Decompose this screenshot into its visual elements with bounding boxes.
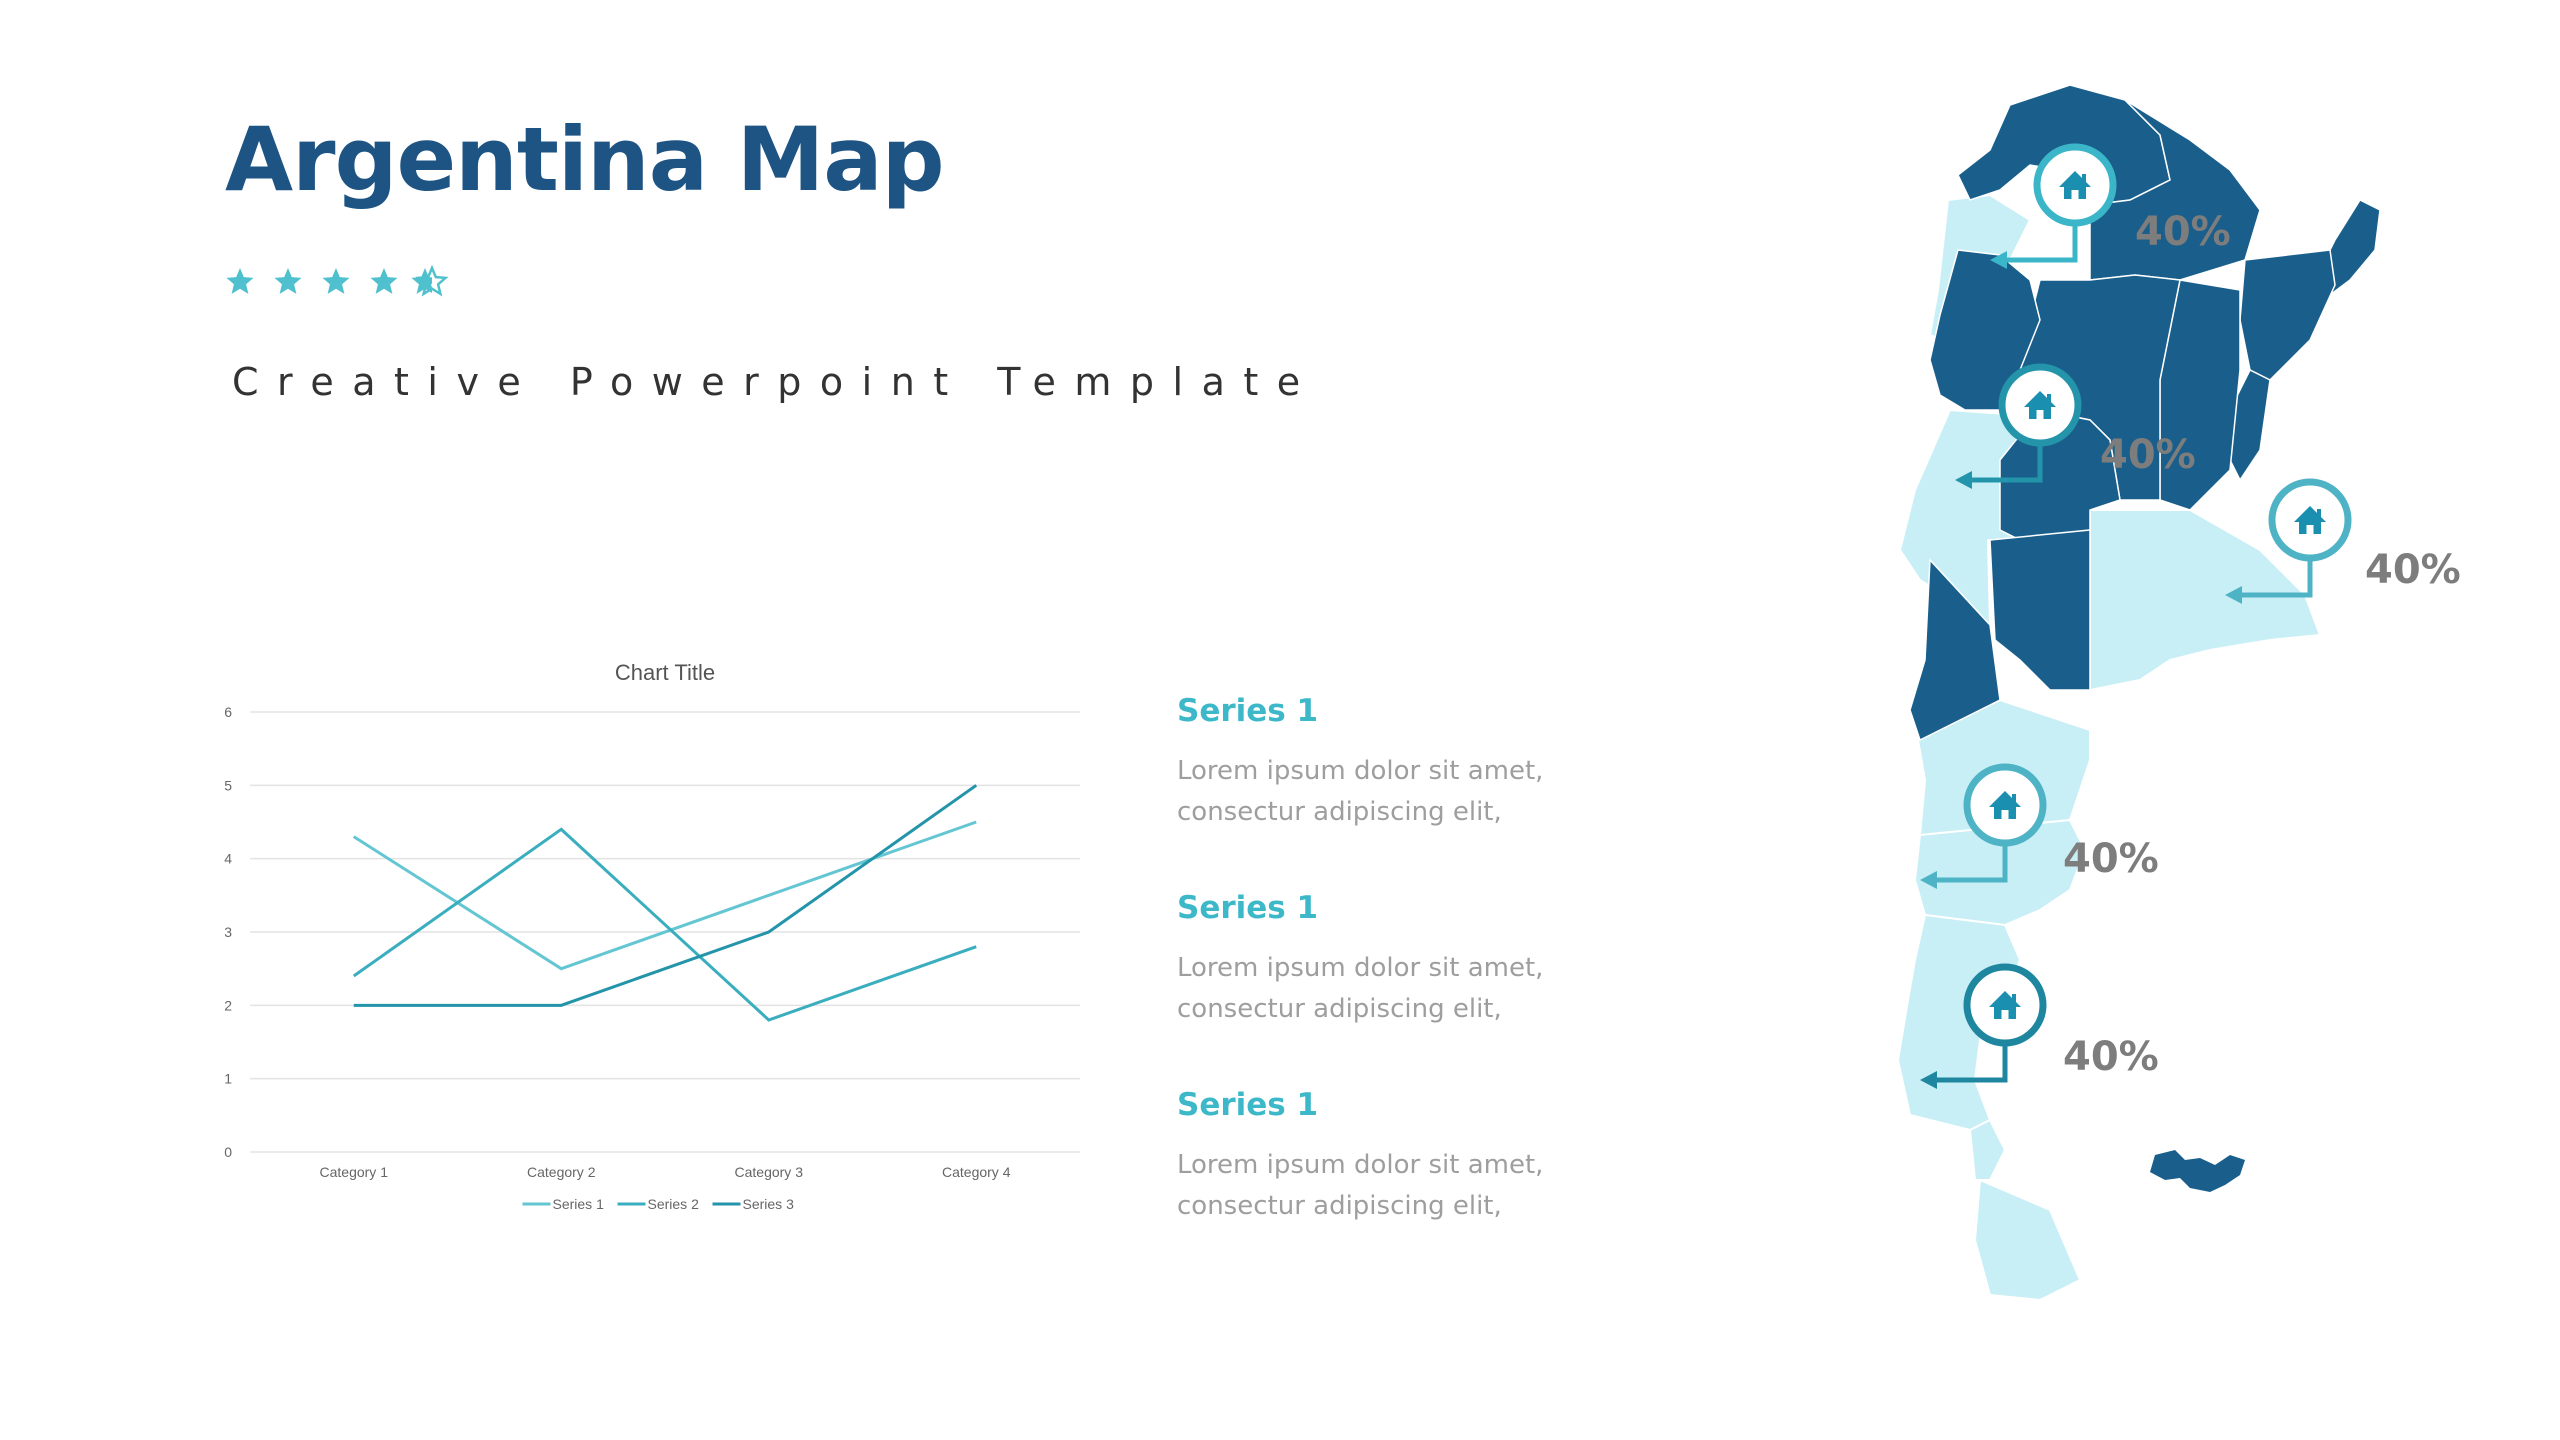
arrow-left-icon bbox=[1955, 471, 1972, 489]
series-heading: Series 1 bbox=[1177, 1087, 1319, 1123]
arrow-left-icon bbox=[2225, 586, 2242, 604]
map-dark-regions bbox=[1909, 84, 2381, 742]
marker-percent-label: 40% bbox=[2063, 1034, 2159, 1080]
series-description: Lorem ipsum dolor sit amet, consectur ad… bbox=[1177, 953, 1544, 1024]
map-marker[interactable]: 40% bbox=[1920, 963, 2159, 1089]
star-icon bbox=[274, 268, 302, 294]
marker-percent-label: 40% bbox=[2365, 547, 2461, 593]
region-la-pampa bbox=[1989, 529, 2091, 691]
x-tick-label: Category 1 bbox=[320, 1164, 389, 1180]
arrow-left-icon bbox=[1990, 251, 2007, 269]
map-marker[interactable]: 40% bbox=[1955, 363, 2196, 489]
arrow-left-icon bbox=[1920, 871, 1937, 889]
series-heading: Series 1 bbox=[1177, 890, 1319, 926]
map-markers: 40% 40% 40% 40% 40% bbox=[1920, 143, 2461, 1089]
y-tick-label: 0 bbox=[224, 1144, 232, 1160]
series-block: Series 1 Lorem ipsum dolor sit amet, con… bbox=[1177, 890, 1597, 1030]
line-chart: Chart Title 0 1 2 3 4 5 6 Category 1 Category 2 Ca… bbox=[224, 660, 1080, 1212]
star-icon bbox=[322, 268, 350, 294]
series-description: Lorem ipsum dolor sit amet, consectur ad… bbox=[1177, 756, 1544, 827]
marker-connector bbox=[1970, 445, 2043, 483]
map-marker[interactable]: 40% bbox=[2225, 478, 2461, 604]
star-icon bbox=[370, 268, 398, 294]
region-south-strip bbox=[1968, 1118, 2007, 1181]
series-line bbox=[352, 827, 977, 1022]
series-block: Series 1 Lorem ipsum dolor sit amet, con… bbox=[1177, 1087, 1597, 1227]
home-icon bbox=[2059, 171, 2091, 199]
y-tick-label: 1 bbox=[224, 1071, 232, 1087]
home-icon bbox=[2294, 506, 2326, 534]
series-line bbox=[352, 820, 977, 971]
falklands-islands bbox=[2150, 1150, 2245, 1192]
rating-stars bbox=[226, 264, 449, 297]
series-heading: Series 1 bbox=[1177, 693, 1319, 729]
region-buenos-aires bbox=[2089, 509, 2322, 692]
home-icon bbox=[2024, 391, 2056, 419]
y-tick-label: 3 bbox=[224, 924, 232, 940]
legend-label: Series 3 bbox=[743, 1196, 795, 1212]
marker-connector bbox=[1935, 845, 2008, 883]
legend-label: Series 2 bbox=[648, 1196, 700, 1212]
region-tierra-del-fuego bbox=[1973, 1178, 2082, 1302]
y-tick-label: 5 bbox=[224, 777, 232, 793]
marker-connector bbox=[1935, 1045, 2008, 1083]
marker-connector bbox=[2240, 560, 2313, 598]
series-description: Lorem ipsum dolor sit amet, consectur ad… bbox=[1177, 1150, 1544, 1221]
marker-percent-label: 40% bbox=[2135, 209, 2231, 255]
star-icon bbox=[226, 268, 254, 294]
argentina-map: 40% 40% 40% 40% 40% bbox=[1896, 84, 2461, 1302]
map-marker[interactable]: 40% bbox=[1920, 763, 2159, 889]
arrow-left-icon bbox=[1920, 1071, 1937, 1089]
marker-connector bbox=[2005, 225, 2078, 263]
marker-percent-label: 40% bbox=[2063, 836, 2159, 882]
y-tick-label: 4 bbox=[224, 851, 232, 867]
x-tick-label: Category 3 bbox=[735, 1164, 804, 1180]
half-star-icon bbox=[411, 264, 449, 297]
map-marker[interactable]: 40% bbox=[1990, 143, 2231, 269]
home-icon bbox=[1989, 991, 2021, 1019]
slide-subtitle: Creative Powerpoint Template bbox=[232, 360, 1319, 404]
region-corrientes bbox=[2239, 249, 2336, 381]
y-tick-label: 2 bbox=[224, 997, 232, 1013]
home-icon bbox=[1989, 791, 2021, 819]
region-neuquen bbox=[1909, 558, 2001, 742]
x-tick-label: Category 2 bbox=[527, 1164, 596, 1180]
series-block: Series 1 Lorem ipsum dolor sit amet, con… bbox=[1177, 693, 1597, 833]
region-misiones bbox=[2319, 199, 2381, 297]
y-tick-label: 6 bbox=[224, 704, 232, 720]
chart-title: Chart Title bbox=[615, 660, 715, 685]
marker-percent-label: 40% bbox=[2100, 432, 2196, 478]
series-line bbox=[353, 784, 978, 1007]
slide-title: Argentina Map bbox=[225, 108, 945, 211]
x-tick-label: Category 4 bbox=[942, 1164, 1011, 1180]
legend-label: Series 1 bbox=[553, 1196, 605, 1212]
region-chubut bbox=[1913, 818, 2087, 927]
